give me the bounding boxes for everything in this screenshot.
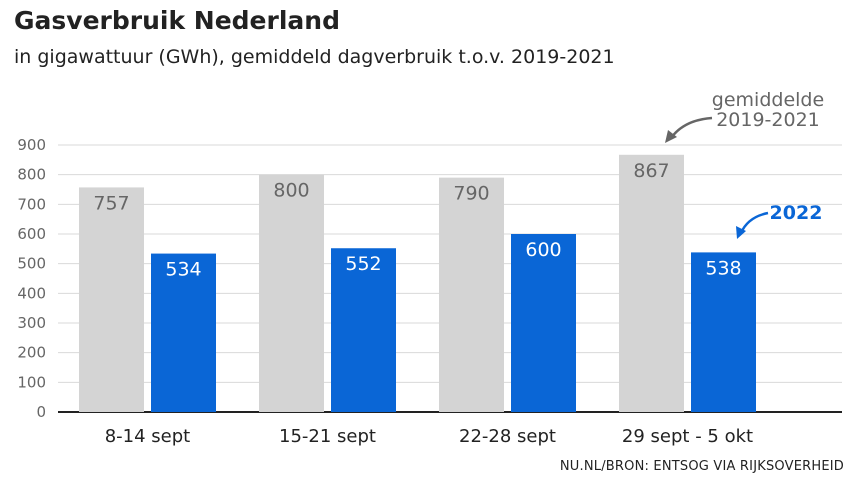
- chart-subtitle: in gigawattuur (GWh), gemiddeld dagverbr…: [14, 46, 615, 68]
- bar-value-label: 600: [525, 239, 561, 261]
- bar-baseline: [259, 174, 324, 412]
- bar-value-label: 790: [453, 183, 489, 205]
- baseline-arrow-icon: [669, 116, 713, 139]
- bar-value-label: 552: [345, 253, 381, 275]
- bar-value-label: 800: [273, 180, 309, 202]
- y-tick-label: 500: [17, 255, 46, 273]
- bar-2022: [511, 234, 576, 412]
- y-tick-label: 600: [17, 225, 46, 243]
- bar-baseline: [439, 177, 504, 412]
- bar-2022: [691, 252, 756, 412]
- bar-2022: [151, 253, 216, 412]
- x-category-label: 29 sept - 5 okt: [622, 426, 753, 447]
- chart-title: Gasverbruik Nederland: [14, 6, 340, 35]
- current-arrowhead-icon: [736, 226, 746, 239]
- y-tick-label: 800: [17, 166, 46, 184]
- bar-baseline: [619, 154, 684, 413]
- y-tick-label: 100: [17, 373, 46, 391]
- bar-value-label: 538: [705, 257, 741, 279]
- x-category-label: 15-21 sept: [279, 426, 376, 447]
- bar-value-label: 757: [93, 192, 129, 214]
- source-note: NU.NL/BRON: ENTSOG VIA RIJKSOVERHEID: [559, 459, 844, 474]
- x-category-label: 8-14 sept: [105, 426, 191, 447]
- baseline-annotation-line2: 2019-2021: [716, 109, 820, 131]
- x-category-label: 22-28 sept: [459, 426, 556, 447]
- bar-baseline: [79, 187, 144, 412]
- y-tick-label: 900: [17, 136, 46, 154]
- bar-2022: [331, 248, 396, 412]
- y-tick-label: 300: [17, 314, 46, 332]
- current-annotation: 2022: [770, 202, 823, 224]
- y-tick-label: 700: [17, 195, 46, 213]
- y-tick-label: 0: [36, 403, 46, 421]
- current-arrow-icon: [739, 211, 769, 234]
- baseline-annotation-line1: gemiddelde: [712, 89, 824, 111]
- y-tick-label: 400: [17, 284, 46, 302]
- bar-value-label: 534: [165, 259, 201, 281]
- y-tick-label: 200: [17, 344, 46, 362]
- baseline-arrowhead-icon: [665, 130, 677, 143]
- bar-value-label: 867: [633, 160, 669, 182]
